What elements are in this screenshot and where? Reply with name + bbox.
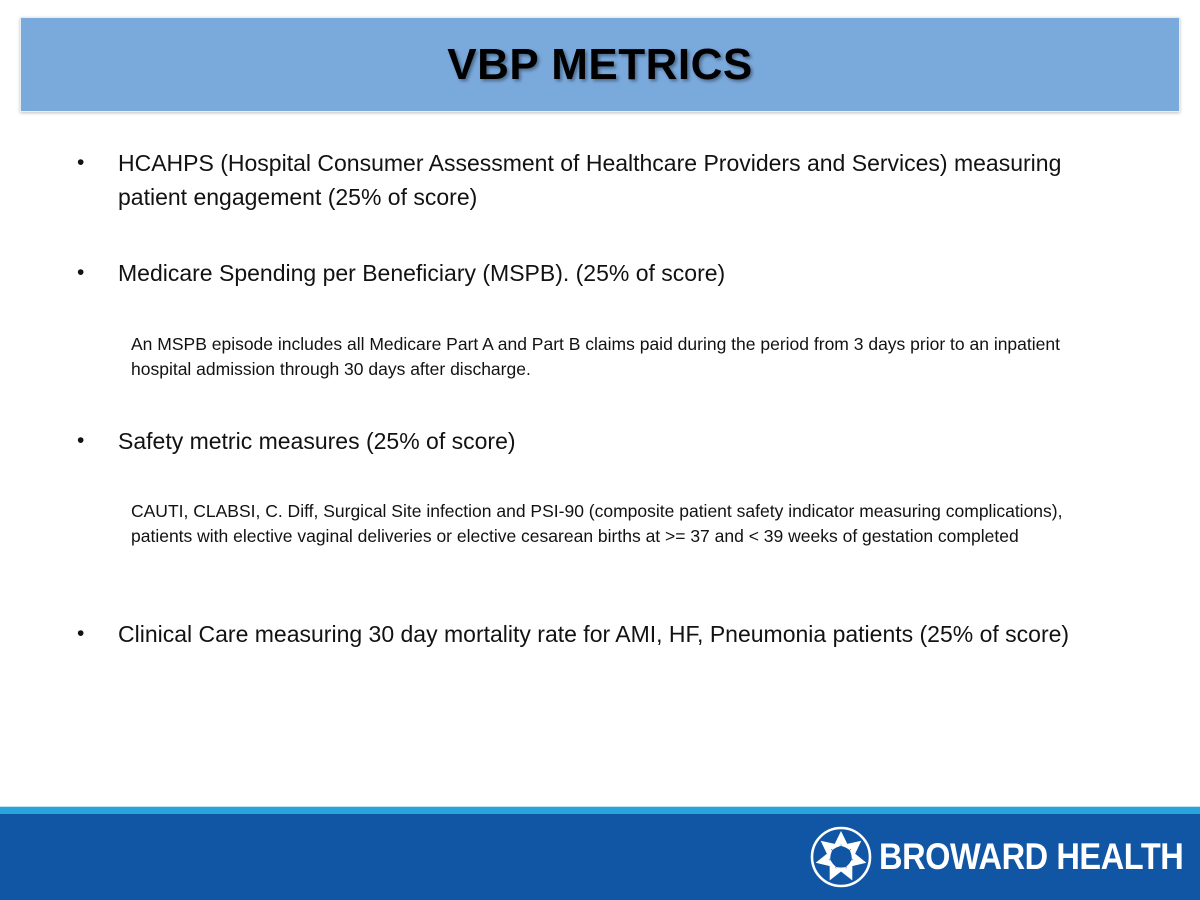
bullet-marker: • — [77, 622, 85, 645]
bullet-text: Medicare Spending per Beneficiary (MSPB)… — [118, 260, 726, 286]
slide-title: VBP METRICS — [447, 39, 753, 89]
bullet-marker: • — [77, 429, 85, 452]
bullet-item-clinical-care: • Clinical Care measuring 30 day mortali… — [75, 617, 1080, 651]
bullet-item-safety: • Safety metric measures (25% of score) — [75, 424, 1080, 458]
bullet-marker: • — [77, 151, 85, 174]
bullet-item-hcahps: • HCAHPS (Hospital Consumer Assessment o… — [75, 146, 1080, 214]
title-bar: VBP METRICS — [20, 17, 1180, 112]
broward-health-logo: BROWARD HEALTH ® — [808, 822, 1200, 892]
bullet-text: Safety metric measures (25% of score) — [118, 428, 516, 454]
brand-wordmark: BROWARD HEALTH — [879, 836, 1184, 877]
bullet-marker: • — [77, 261, 85, 284]
bullet-subtext-safety: CAUTI, CLABSI, C. Diff, Surgical Site in… — [131, 501, 1063, 546]
bullet-text: HCAHPS (Hospital Consumer Assessment of … — [118, 150, 1062, 210]
footer-band — [0, 814, 1200, 900]
bullet-item-mspb: • Medicare Spending per Beneficiary (MSP… — [75, 256, 1080, 290]
bullet-text: Clinical Care measuring 30 day mortality… — [118, 621, 1070, 647]
footer-accent-stripe — [0, 806, 1200, 814]
star-circle-icon — [810, 826, 872, 888]
bullet-subtext-mspb: An MSPB episode includes all Medicare Pa… — [131, 334, 1060, 379]
